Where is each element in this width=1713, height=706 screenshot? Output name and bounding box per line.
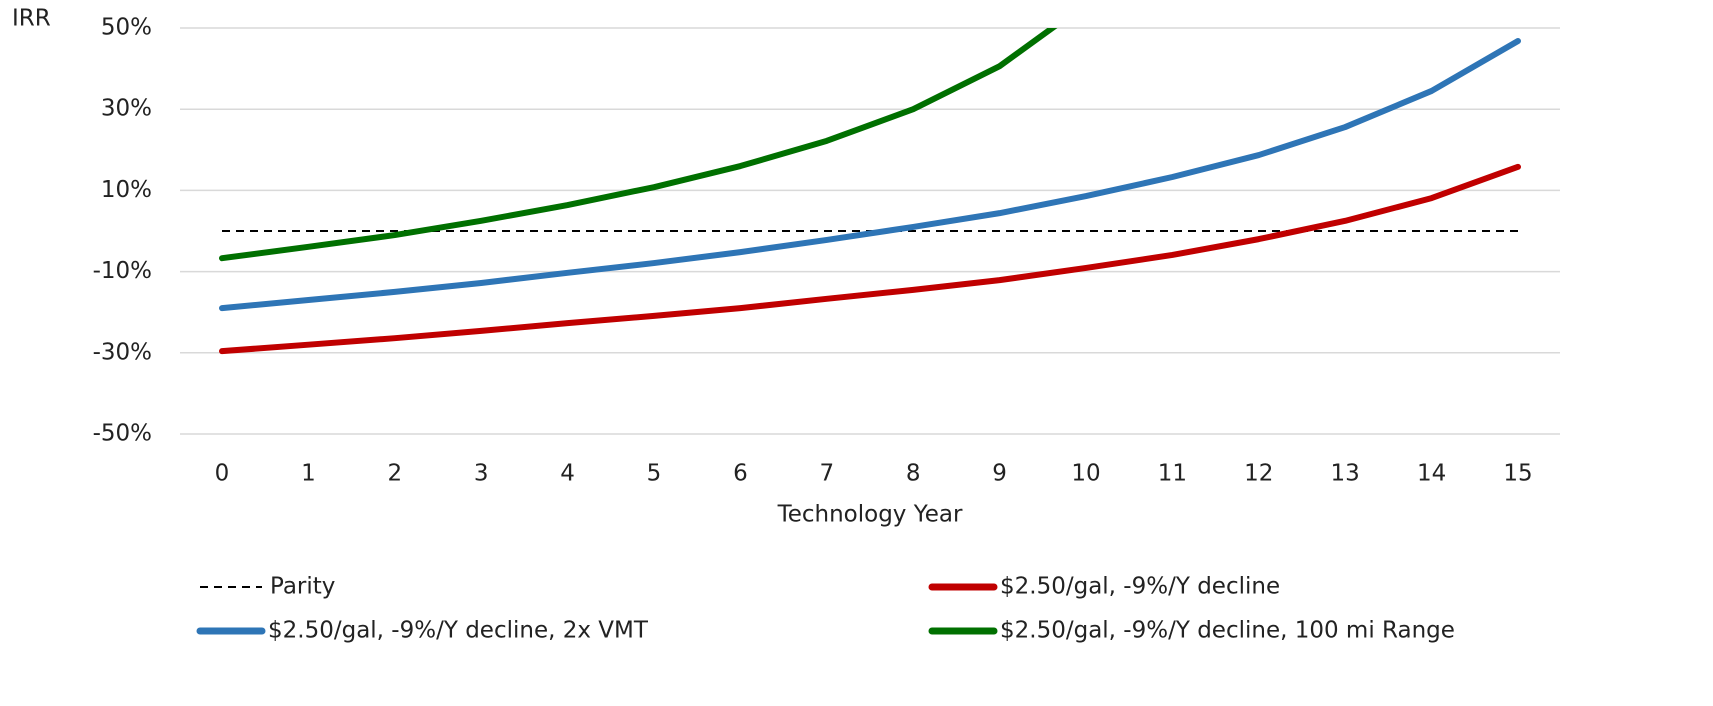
legend-label: $2.50/gal, -9%/Y decline, 2x VMT [268,618,649,644]
series-line [219,163,1521,355]
legend-label: $2.50/gal, -9%/Y decline [1000,574,1280,600]
y-tick-label: 10% [101,177,152,203]
x-tick-label: 8 [906,461,921,487]
x-tick-label: 5 [647,461,662,487]
plot-area [219,28,1521,355]
x-axis-label: Technology Year [777,502,963,528]
x-tick-label: 10 [1071,461,1100,487]
legend-label: $2.50/gal, -9%/Y decline, 100 mi Range [1000,618,1455,644]
y-tick-label: 30% [101,96,152,122]
x-tick-label: 4 [560,461,575,487]
x-tick-label: 13 [1331,461,1360,487]
y-tick-label: -30% [93,339,152,365]
legend-label: Parity [270,574,335,600]
x-tick-label: 0 [215,461,230,487]
x-tick-label: 12 [1244,461,1273,487]
y-axis-label: IRR [12,6,51,32]
y-tick-label: -50% [93,421,152,447]
y-tick-label: -10% [93,258,152,284]
x-tick-label: 1 [301,461,316,487]
x-tick-label: 11 [1158,461,1187,487]
x-tick-label: 2 [387,461,402,487]
y-tick-label: 50% [101,15,152,41]
series-line [219,28,1058,262]
series-line [219,37,1521,312]
x-tick-label: 3 [474,461,489,487]
x-tick-label: 9 [992,461,1007,487]
x-tick-label: 15 [1503,461,1532,487]
x-tick-label: 7 [819,461,834,487]
x-tick-label: 14 [1417,461,1446,487]
x-tick-label: 6 [733,461,748,487]
